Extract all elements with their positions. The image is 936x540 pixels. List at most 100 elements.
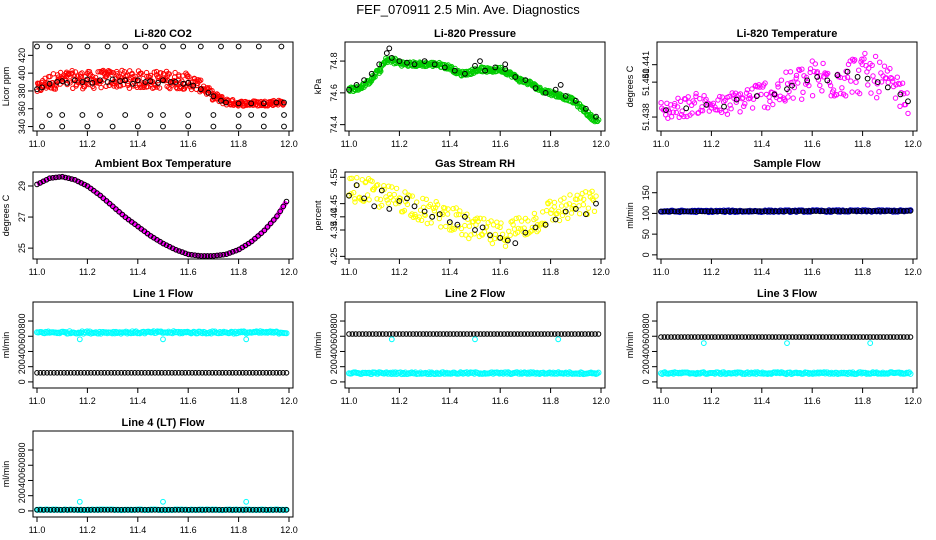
data-point (864, 75, 871, 82)
data-point (81, 370, 87, 376)
y-tick-label: 29 (17, 181, 27, 191)
plot-frame (344, 301, 606, 389)
data-point (742, 208, 749, 214)
data-point (160, 240, 167, 247)
data-point (514, 331, 521, 337)
data-point (446, 219, 453, 226)
data-point (255, 233, 261, 239)
data-point (725, 208, 732, 214)
data-point (74, 370, 81, 376)
y-tick-label: 4.40 (329, 208, 339, 226)
data-point (34, 370, 40, 376)
data-point (412, 214, 419, 220)
data-point (462, 70, 468, 77)
y-tick-label: 800 (329, 314, 339, 329)
x-tick-label: 11.8 (854, 396, 871, 406)
data-point (793, 75, 799, 81)
data-point (413, 331, 420, 337)
data-point (98, 84, 104, 91)
x-tick-label: 11.2 (391, 139, 408, 149)
data-point (152, 507, 158, 513)
data-point (101, 370, 108, 376)
data-point (806, 334, 813, 340)
data-point (59, 173, 66, 180)
x-tick-label: 11.8 (230, 396, 247, 406)
data-point (346, 86, 352, 93)
data-point (233, 247, 239, 254)
data-point (364, 192, 371, 198)
data-point (431, 61, 438, 68)
plot-frame (344, 41, 606, 132)
data-point (53, 174, 59, 181)
data-point (122, 77, 129, 84)
data-point (218, 97, 224, 104)
data-point (779, 334, 786, 340)
data-point (450, 331, 457, 337)
data-point (582, 331, 588, 337)
data-point (243, 498, 250, 505)
data-point (78, 180, 84, 186)
data-point (248, 112, 255, 118)
data-point (839, 85, 845, 91)
data-point (843, 93, 849, 99)
plot-frame (656, 41, 918, 132)
data-point (489, 240, 496, 247)
data-point (583, 210, 590, 217)
data-point (373, 331, 379, 337)
data-point (809, 58, 815, 64)
x-tick-label: 11.8 (854, 139, 871, 149)
data-point (189, 370, 195, 376)
data-point (438, 224, 444, 230)
data-point (853, 208, 860, 214)
y-tick-label: 600 (329, 329, 339, 344)
data-point (562, 208, 569, 215)
data-point (414, 199, 420, 205)
data-point (363, 331, 369, 337)
data-point (428, 220, 434, 226)
data-point (562, 93, 569, 99)
data-point (494, 331, 501, 337)
data-point (78, 370, 84, 376)
data-point (557, 82, 564, 88)
series-1-minute (34, 328, 290, 337)
data-point (160, 77, 166, 84)
x-tick-label: 11.2 (79, 525, 96, 535)
data-point (790, 95, 796, 101)
data-point (512, 240, 519, 247)
data-point (143, 69, 150, 76)
x-axis: 11.0 11.2 11.4 11.6 11.8 12.0 (29, 388, 298, 406)
data-point (688, 102, 695, 109)
data-point (239, 370, 246, 376)
data-point (685, 94, 691, 100)
data-point (712, 334, 718, 340)
y-tick-label: 0 (641, 252, 651, 257)
data-point (708, 208, 715, 215)
data-point (863, 334, 870, 340)
data-point (223, 507, 229, 513)
data-point (283, 330, 290, 337)
data-point (472, 227, 478, 233)
data-point (404, 201, 411, 208)
data-point (809, 334, 816, 340)
data-point (759, 334, 765, 340)
data-point (884, 84, 891, 91)
data-point (511, 331, 518, 337)
data-point (775, 84, 781, 90)
data-point (769, 334, 776, 340)
data-point (867, 334, 873, 340)
data-point (543, 207, 550, 214)
data-point (59, 112, 66, 118)
y-tick-label: 74.8 (329, 52, 339, 70)
data-point (169, 507, 175, 513)
x-tick-label: 11.0 (29, 139, 46, 149)
data-point (740, 95, 746, 101)
data-point (790, 79, 796, 85)
data-point (92, 74, 99, 81)
data-point (191, 76, 198, 82)
data-point (862, 50, 868, 57)
data-point (674, 104, 681, 110)
data-point (776, 208, 782, 214)
data-point (34, 181, 40, 188)
data-point (379, 331, 386, 337)
data-point (487, 232, 494, 239)
